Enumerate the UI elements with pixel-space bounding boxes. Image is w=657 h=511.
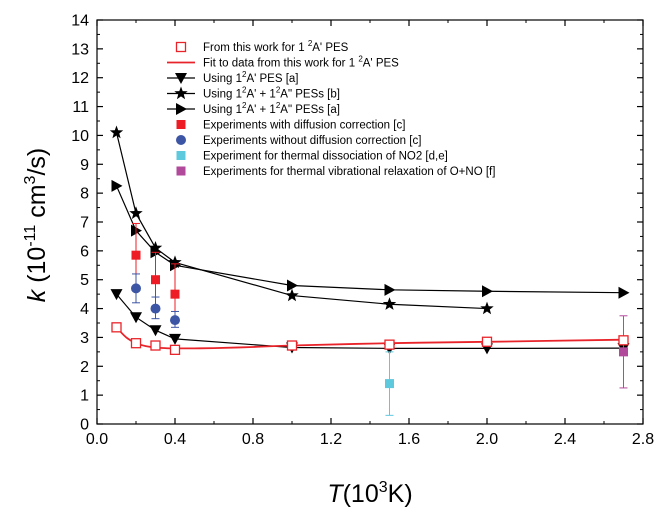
x-tick-label: 2.0 — [476, 431, 498, 448]
y-tick-label: 6 — [80, 243, 89, 260]
y-tick-label: 12 — [71, 70, 89, 87]
legend-label: Experiment for thermal dissociation of N… — [203, 151, 448, 163]
legend-label: Using 12A' PES [a] — [203, 70, 299, 85]
data-point — [151, 275, 160, 285]
series-7 — [385, 351, 394, 416]
fit-curve — [115, 326, 624, 350]
data-point — [384, 339, 395, 350]
series-1 — [115, 326, 624, 350]
series-line — [115, 185, 624, 294]
legend-marker — [176, 120, 186, 129]
y-tick-label: 3 — [80, 330, 89, 347]
data-point — [170, 315, 180, 326]
series-line — [116, 293, 624, 349]
series-0 — [111, 322, 629, 355]
y-tick-label: 8 — [80, 186, 89, 203]
x-tick-label: 0.4 — [164, 431, 186, 448]
data-point — [382, 297, 397, 310]
y-tick-label: 2 — [80, 359, 89, 376]
legend-item: Experiments without diffusion correction… — [176, 135, 421, 147]
data-point — [111, 179, 123, 192]
y-axis-title: k (10-11 cm3/s) — [22, 148, 51, 303]
data-point — [130, 312, 142, 324]
legend-marker — [176, 135, 186, 145]
data-point — [169, 333, 181, 345]
series-8 — [619, 315, 628, 389]
y-tick-label: 4 — [80, 301, 89, 318]
legend-marker — [174, 86, 188, 100]
data-point — [131, 250, 141, 260]
legend-marker — [175, 41, 187, 53]
legend-item: Experiment for thermal dissociation of N… — [176, 151, 448, 163]
plot-content — [109, 125, 630, 416]
data-point — [482, 285, 493, 298]
data-point — [385, 379, 394, 389]
series-2 — [110, 289, 630, 355]
legend-label: From this work for 1 2A' PES — [203, 39, 349, 54]
data-point — [384, 283, 396, 296]
data-point — [286, 340, 298, 351]
data-point — [130, 338, 142, 349]
y-tick-label: 14 — [71, 13, 89, 30]
data-point — [110, 289, 123, 301]
series-4 — [111, 179, 630, 299]
x-tick-label: 1.2 — [320, 431, 342, 448]
legend-label: Experiments with diffusion correction [c… — [203, 120, 405, 132]
y-tick-label: 10 — [71, 128, 89, 145]
data-point — [618, 335, 629, 346]
data-point — [481, 336, 493, 347]
data-point — [109, 125, 124, 139]
legend-label: Using 12A' + 12A" PESs [a] — [203, 101, 340, 116]
data-point — [150, 340, 161, 351]
data-point — [480, 301, 494, 315]
legend-marker — [175, 73, 187, 84]
axis-ticks: 0.0 0.4 0.8 1.2 1.6 2.0 2.4 2.80123456789101112… — [71, 13, 654, 449]
legend-item: Using 12A' PES [a] — [167, 70, 299, 85]
data-point — [170, 289, 180, 299]
series-5 — [131, 222, 180, 323]
data-point — [168, 255, 182, 269]
data-point — [287, 279, 298, 292]
data-point — [149, 325, 162, 337]
data-point — [619, 347, 628, 357]
legend-label: Experiments for thermal vibrational rela… — [203, 166, 495, 178]
legend-item: Fit to data from this work for 1 2A' PES — [167, 55, 399, 70]
legend-item: Using 12A' + 12A" PESs [a] — [167, 101, 340, 116]
data-point — [150, 303, 161, 314]
y-tick-label: 5 — [80, 272, 89, 289]
y-tick-label: 1 — [80, 388, 89, 405]
data-point — [131, 283, 141, 294]
legend-item: Using 12A' + 12A" PESs [b] — [167, 86, 340, 101]
legend-label: Fit to data from this work for 1 2A' PES — [203, 55, 399, 70]
data-point — [148, 241, 163, 254]
x-tick-label: 1.6 — [398, 431, 420, 448]
legend-marker — [176, 103, 187, 115]
data-point — [169, 344, 181, 355]
plot-frame — [96, 19, 644, 425]
x-tick-label: 2.4 — [554, 431, 576, 448]
x-tick-label: 2.8 — [632, 431, 654, 448]
x-axis-title: T(103K) — [327, 479, 412, 508]
legend-item: From this work for 1 2A' PES — [175, 39, 349, 54]
legend-item: Experiments with diffusion correction [c… — [176, 120, 405, 132]
legend-item: Experiments for thermal vibrational rela… — [176, 166, 495, 178]
data-point — [285, 288, 299, 302]
y-tick-label: 13 — [71, 41, 89, 58]
y-tick-label: 9 — [80, 157, 89, 174]
data-point — [618, 286, 630, 299]
y-tick-label: 0 — [80, 417, 89, 434]
legend-label: Using 12A' + 12A" PESs [b] — [203, 86, 340, 101]
legend-label: Experiments without diffusion correction… — [203, 135, 421, 147]
x-tick-label: 0.0 — [86, 431, 108, 448]
y-tick-label: 11 — [72, 99, 89, 116]
legend-marker — [176, 151, 186, 160]
y-tick-label: 7 — [80, 215, 89, 232]
data-point — [129, 206, 143, 219]
x-tick-label: 0.8 — [242, 431, 264, 448]
legend-marker — [176, 166, 186, 176]
series-6 — [131, 273, 180, 328]
data-point — [111, 322, 122, 333]
